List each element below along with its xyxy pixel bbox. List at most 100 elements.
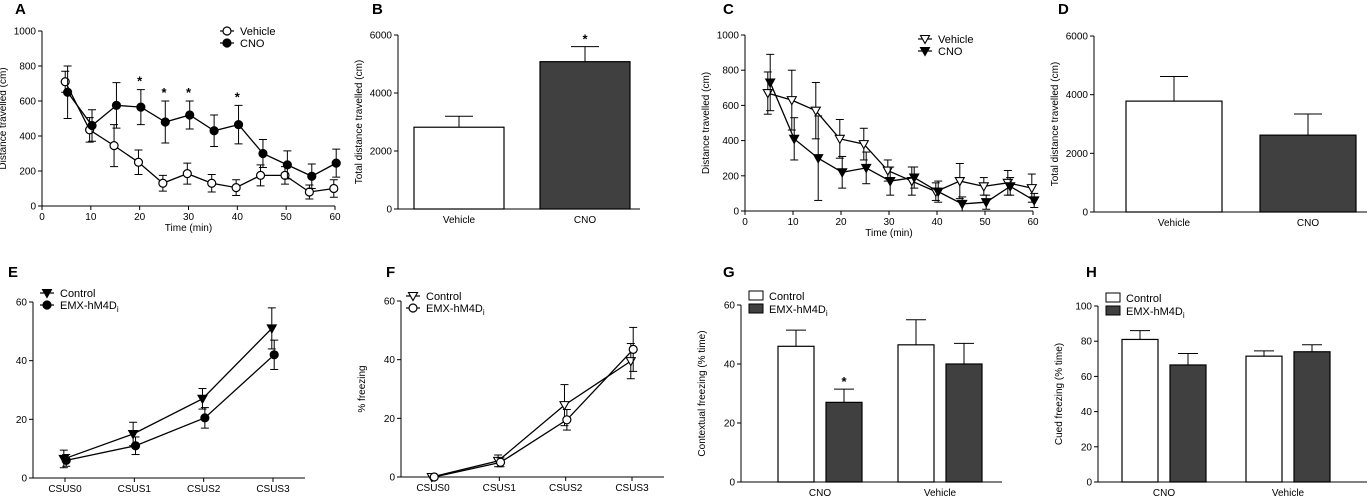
data-point bbox=[1004, 182, 1016, 192]
bar bbox=[539, 61, 631, 210]
data-point bbox=[307, 171, 317, 181]
bar bbox=[1293, 351, 1331, 483]
bar bbox=[413, 126, 505, 210]
legend-label-main: EMX-hM4D bbox=[769, 304, 826, 316]
x-category-label: CNO bbox=[574, 215, 596, 226]
data-point bbox=[209, 126, 219, 136]
legend-label: EMX-hM4Di bbox=[426, 303, 485, 317]
y-tick-label: 20 bbox=[384, 414, 396, 425]
data-point bbox=[231, 183, 241, 193]
legend-label-main: EMX-hM4D bbox=[1126, 306, 1183, 318]
y-tick-label: 400 bbox=[722, 136, 739, 147]
data-point bbox=[304, 187, 314, 197]
legend-swatch bbox=[748, 303, 764, 314]
data-point bbox=[429, 472, 439, 482]
y-tick-label: 1000 bbox=[717, 31, 740, 42]
data-point bbox=[269, 350, 279, 360]
y-tick-label: 800 bbox=[19, 62, 36, 73]
significance-star: * bbox=[841, 374, 847, 389]
data-point bbox=[978, 182, 990, 192]
data-point bbox=[836, 168, 848, 178]
series-line bbox=[66, 354, 275, 462]
panel-label: F bbox=[386, 264, 395, 281]
legend-marker bbox=[919, 34, 931, 45]
panel-label: C bbox=[723, 1, 734, 18]
y-tick-label: 0 bbox=[21, 474, 27, 485]
data-point bbox=[197, 394, 208, 405]
x-tick-label: 10 bbox=[787, 217, 799, 228]
x-tick-label: 0 bbox=[742, 217, 748, 228]
y-tick-label: 0 bbox=[30, 202, 36, 213]
series-vehicle bbox=[762, 69, 1038, 203]
x-category-label: Vehicle bbox=[924, 488, 957, 499]
data-point bbox=[559, 401, 570, 411]
y-tick-label: 600 bbox=[722, 101, 739, 112]
panel-b: B 0 2000 4000 6000 Total distance travelled (… bbox=[354, 1, 640, 226]
panel-label: A bbox=[15, 1, 26, 18]
y-tick-label: 0 bbox=[733, 207, 739, 218]
legend-label-sub: i bbox=[826, 309, 828, 318]
data-point bbox=[266, 324, 278, 335]
y-tick-label: 0 bbox=[389, 473, 395, 484]
legend-label: Control bbox=[1126, 293, 1161, 305]
y-tick-label: 60 bbox=[1081, 372, 1093, 383]
y-tick-label: 20 bbox=[16, 415, 28, 426]
x-category-label: CSUS3 bbox=[256, 484, 290, 495]
y-axis-label: Cued freezing (% time) bbox=[1054, 343, 1065, 445]
series-emx-hm4di bbox=[429, 326, 638, 482]
series-line bbox=[63, 327, 273, 460]
data-point bbox=[810, 106, 822, 117]
legend-marker bbox=[919, 46, 931, 57]
y-tick-label: 40 bbox=[724, 360, 736, 371]
data-point bbox=[628, 344, 638, 354]
y-tick-label: 1000 bbox=[14, 27, 37, 38]
data-point bbox=[258, 148, 268, 159]
legend-label-sub: i bbox=[1183, 311, 1185, 320]
y-tick-label: 400 bbox=[19, 132, 36, 143]
data-point bbox=[954, 177, 966, 187]
data-point bbox=[331, 158, 341, 168]
x-axis-label: Time (min) bbox=[165, 223, 212, 234]
data-point bbox=[882, 166, 894, 177]
panel-h: H 0 20 40 60 80 100 Cued freezing (% time) CNO Ve… bbox=[1054, 264, 1367, 499]
panel-label: D bbox=[1058, 1, 1069, 18]
y-tick-label: 60 bbox=[16, 298, 28, 309]
legend-label: Control bbox=[769, 291, 804, 303]
data-point bbox=[182, 169, 192, 179]
y-axis-label: Total distance travelled (cm) bbox=[354, 60, 365, 185]
series-vehicle bbox=[60, 70, 339, 200]
data-point bbox=[812, 154, 824, 164]
data-point bbox=[185, 110, 195, 120]
data-point bbox=[884, 177, 896, 187]
data-point bbox=[329, 183, 339, 194]
series-line bbox=[67, 91, 337, 177]
y-tick-label: 20 bbox=[724, 419, 736, 430]
x-tick-label: 40 bbox=[232, 212, 244, 223]
series-emx-hm4di bbox=[61, 339, 279, 467]
x-category-label: Vehicle bbox=[1272, 488, 1305, 499]
legend-marker bbox=[222, 26, 232, 36]
x-category-label: CNO bbox=[1297, 218, 1319, 229]
bar bbox=[1169, 364, 1207, 483]
data-point bbox=[127, 429, 139, 440]
bar bbox=[1245, 355, 1283, 483]
panel-d: D 0 2000 4000 6000 Total distance travelled (… bbox=[1050, 1, 1367, 229]
y-tick-label: 600 bbox=[19, 97, 36, 108]
series-cno bbox=[63, 65, 341, 189]
panel-label: H bbox=[1086, 264, 1097, 281]
y-axis-label: % freezing bbox=[357, 365, 368, 412]
y-axis-label: Contextual freezing (% time) bbox=[697, 330, 708, 456]
x-category-label: CSUS1 bbox=[118, 484, 152, 495]
y-tick-label: 40 bbox=[16, 356, 28, 367]
y-tick-label: 200 bbox=[722, 171, 739, 182]
data-point bbox=[786, 96, 798, 106]
x-category-label: CSUS2 bbox=[549, 483, 583, 494]
data-point bbox=[136, 102, 146, 112]
bar bbox=[1125, 100, 1223, 213]
x-tick-label: 40 bbox=[931, 217, 943, 228]
